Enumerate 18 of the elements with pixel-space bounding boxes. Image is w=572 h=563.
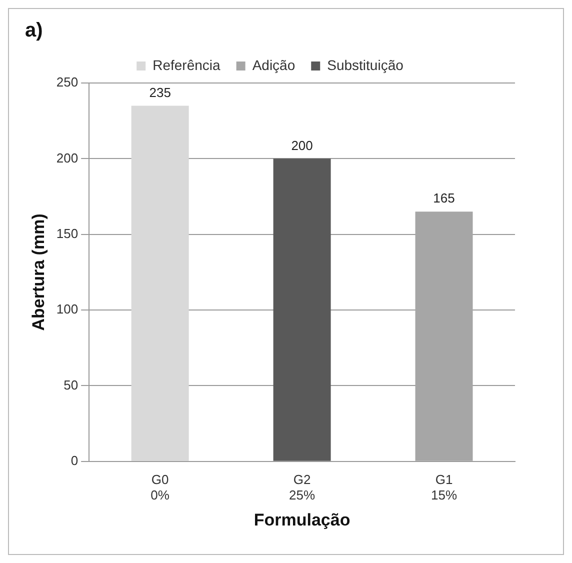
y-tick-label: 200	[56, 150, 78, 166]
legend-label: Substituição	[327, 56, 404, 73]
data-label: 200	[291, 138, 313, 153]
y-tick-label: 100	[56, 302, 78, 317]
legend-label: Adição	[252, 56, 296, 73]
y-tick-label: 0	[70, 452, 78, 468]
y-tick-label: 50	[64, 377, 78, 392]
y-tick-label: 150	[56, 226, 78, 241]
legend-label: Referência	[152, 56, 221, 73]
data-label: 235	[149, 84, 171, 100]
y-tick-label: 250	[56, 74, 78, 90]
x-tick-label: G0 0%	[150, 472, 170, 502]
x-axis-title: Formulação	[254, 510, 350, 530]
chart-title: a)	[25, 20, 43, 42]
x-tick-label: G1 15%	[431, 472, 458, 502]
x-tick-label: G2 25%	[289, 472, 316, 502]
data-label: 165	[433, 190, 455, 206]
y-axis-title: Abertura (mm)	[28, 214, 48, 331]
